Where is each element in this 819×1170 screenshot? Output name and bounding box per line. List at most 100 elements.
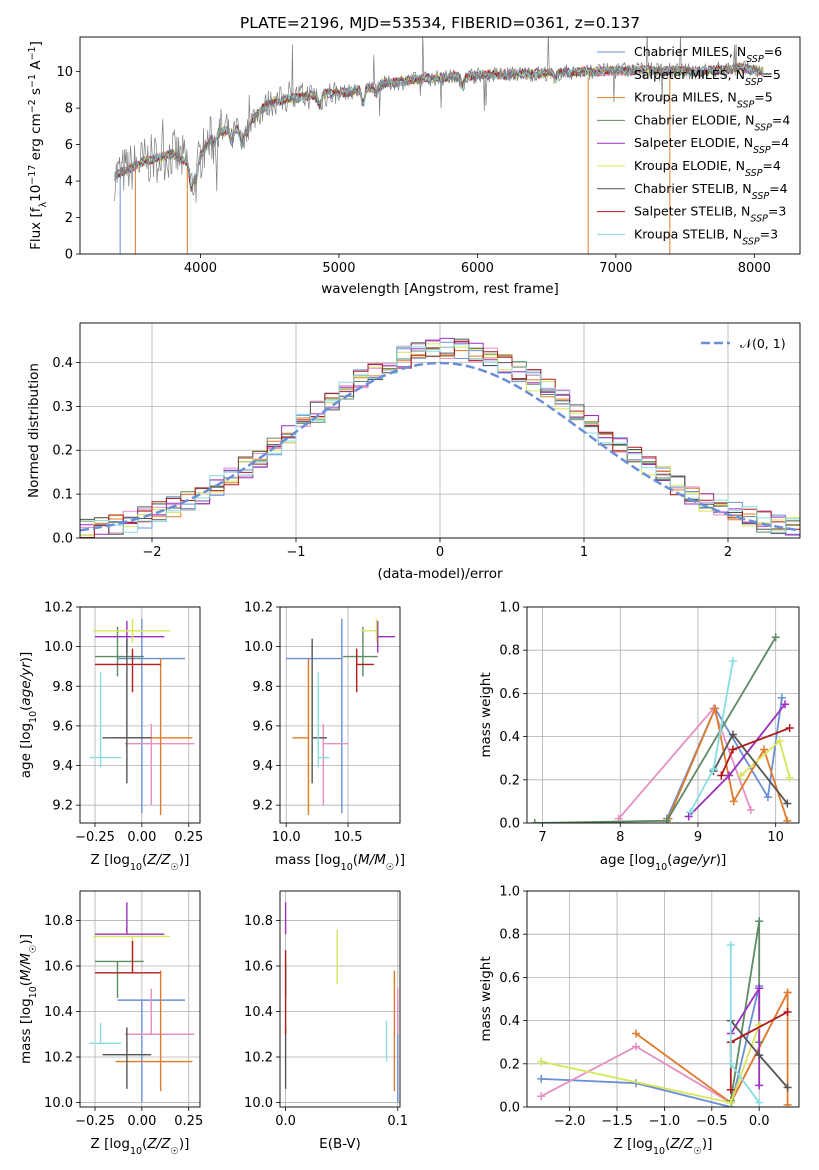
text-segment: 10: [655, 862, 667, 873]
x-tick-label: 10: [767, 830, 784, 845]
y-tick-label: 10.6: [244, 960, 273, 975]
y-tick-label: 0.4: [52, 356, 73, 371]
y-tick-label: 9.2: [52, 799, 73, 814]
mass-vs-extinction-panel: 0.0 0.1 10.0 10.2 10.4 10.6 10.8 E(B-V): [244, 890, 408, 1152]
x-axis-label: Z [log10(Z/Z☉)]: [91, 852, 190, 873]
weight-marker-kroupa-elodie: [785, 773, 794, 782]
y-tick-label: 0.8: [499, 928, 520, 943]
weight-marker-kroupa-miles: [729, 797, 738, 806]
y-tick-label: 0.2: [499, 1057, 520, 1072]
x-axis-label: age [log10(age/yr)]: [600, 852, 726, 873]
text-segment: age/yr: [18, 661, 34, 706]
axes-border: [79, 36, 801, 255]
plot-area: [89, 902, 195, 1103]
weight-marker-salpeter-stelib: [783, 1007, 792, 1016]
plot-area: [80, 337, 800, 538]
weight-marker-salpeter-elodie: [781, 700, 790, 709]
y-tick-label: 10.2: [44, 1050, 73, 1065]
weight-marker-chabrier-elodie: [530, 819, 539, 823]
text-segment: Z [log: [91, 1136, 130, 1152]
weight-marker-kroupa-miles: [783, 988, 792, 997]
text-segment: =5: [754, 90, 772, 105]
text-segment: Chabrier MILES, N: [634, 44, 746, 59]
text-segment: Z [log: [614, 1136, 653, 1152]
text-segment: E(B-V): [319, 1136, 361, 1152]
text-segment: =3: [760, 226, 778, 241]
text-segment: =4: [772, 112, 790, 127]
weight-marker-kroupa-miles: [631, 1029, 640, 1038]
x-tick-label: 6000: [461, 261, 494, 276]
weight-marker-salpeter-miles: [746, 806, 755, 815]
text-segment: )]: [702, 1136, 713, 1152]
weight-marker-salpeter-stelib: [785, 723, 794, 732]
legend-label-kroupa-stelib: Kroupa STELIB, NSSP=3: [634, 226, 778, 247]
weight-marker-kroupa-stelib: [726, 1059, 735, 1068]
legend-label-kroupa-elodie: Kroupa ELODIE, NSSP=4: [634, 158, 781, 179]
text-segment: =4: [771, 135, 789, 150]
axes-border: [279, 606, 401, 824]
weight-line-chabrier-elodie: [534, 636, 777, 823]
text-segment: 10: [28, 711, 39, 723]
y-tick-label: 9.4: [52, 759, 73, 774]
y-tick-label: 0: [65, 248, 73, 263]
weight-marker-chabrier-elodie: [755, 917, 764, 926]
legend-label-salpeter-stelib: Salpeter STELIB, NSSP=3: [634, 204, 786, 225]
y-tick-label: 8: [65, 102, 73, 117]
text-segment: =3: [768, 204, 786, 219]
x-tick-label: −1: [286, 545, 305, 560]
text-segment: mass [log: [275, 852, 341, 868]
x-tick-label: −2.0: [554, 1114, 586, 1129]
text-segment: (: [18, 706, 34, 711]
weight-marker-salpeter-elodie: [684, 812, 693, 821]
x-tick-label: 0.00: [127, 830, 156, 845]
y-tick-label: 10.8: [244, 914, 273, 929]
x-tick-label: 8000: [738, 261, 771, 276]
text-segment: −1: [27, 74, 38, 88]
axes-frame: 4000 5000 6000 7000 8000 0 2 4 6 8 10 wavelength [A…: [27, 36, 801, 297]
weight-marker-kroupa-stelib: [709, 765, 718, 773]
text-segment: age [log: [600, 852, 655, 868]
y-tick-label: 9.2: [252, 799, 273, 814]
text-segment: Kroupa STELIB, N: [634, 226, 742, 241]
text-segment: 10: [653, 1146, 665, 1157]
weight-marker-chabrier-stelib: [783, 1083, 792, 1092]
weight-marker-chabrier-elodie: [662, 816, 671, 823]
weight-marker-salpeter-miles: [631, 1042, 640, 1051]
axes-frame: −0.25 0.00 0.259.29.49.69.810.010.2Z [log1…: [18, 601, 203, 873]
plot-area: [284, 902, 399, 1103]
plot-area: [530, 633, 794, 823]
y-tick-label: 4: [65, 175, 73, 190]
weight-marker-chabrier-stelib: [728, 730, 737, 739]
spectrum-panel: 4000 5000 6000 7000 8000 0 2 4 6 8 10 wavelength [A…: [27, 36, 801, 297]
residual-legend: 𝒩(0, 1): [701, 336, 786, 351]
residuals-panel: −2 −1 0 1 2 0.0 0.1 0.2 0.3 0.4 (data-model)/error…: [26, 322, 801, 582]
text-segment: Flux [f: [28, 206, 44, 250]
grid: [80, 606, 200, 823]
text-segment: SSP: [742, 236, 760, 247]
x-tick-label: 0.0: [275, 1114, 296, 1129]
legend-label-chabrier-miles: Chabrier MILES, NSSP=6: [634, 44, 782, 65]
text-segment: −1: [27, 46, 38, 60]
x-axis-label: E(B-V): [319, 1136, 361, 1152]
x-tick-label: 8: [616, 830, 624, 845]
y-tick-label: 10.2: [244, 601, 273, 616]
x-tick-label: 1: [580, 545, 588, 560]
y-tick-label: 10.4: [44, 1005, 73, 1020]
text-segment: )]: [716, 852, 727, 868]
y-tick-label: 1.0: [499, 601, 520, 616]
figure-title: PLATE=2196, MJD=53534, FIBERID=0361, z=0…: [240, 14, 640, 32]
weight-line-chabrier-miles: [541, 985, 761, 1107]
weight-marker-chabrier-stelib: [755, 1051, 764, 1060]
grid: [280, 606, 400, 823]
y-axis-label: Normed distribution: [26, 363, 42, 498]
text-segment: (data-model)/error: [377, 566, 503, 582]
text-segment: mass weight: [478, 672, 494, 757]
y-tick-label: 10.2: [244, 1050, 273, 1065]
text-segment: mass weight: [478, 956, 494, 1041]
y-tick-label: 9.6: [252, 719, 273, 734]
weight-marker-kroupa-miles: [760, 745, 769, 754]
text-segment: SSP: [754, 122, 772, 133]
age-vs-metallicity-panel: −0.25 0.00 0.259.29.49.69.810.010.2Z [log1…: [18, 601, 203, 873]
axes-border: [526, 606, 800, 824]
text-segment: SSP: [737, 99, 755, 110]
